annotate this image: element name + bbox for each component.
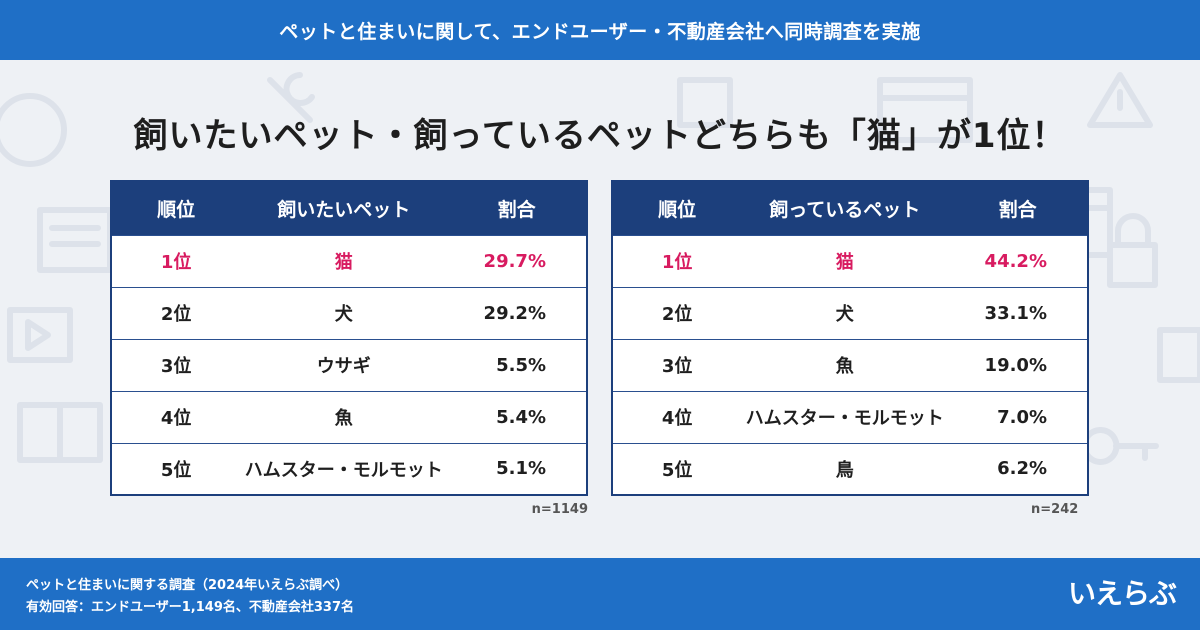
rank-cell: 5位	[612, 442, 742, 495]
rank-cell: 1位	[612, 234, 742, 287]
table-row: 2位 犬 33.1%	[612, 286, 1088, 339]
wanted-pets-table: 順位 飼いたいペット 割合 1位 猫 29.7% 2位 犬 29.2% 3位 ウ…	[110, 180, 588, 496]
rank-cell: 2位	[612, 286, 742, 339]
rank-cell: 1位	[111, 234, 241, 287]
percentage-cell: 19.0%	[948, 338, 1088, 391]
lock-icon	[1107, 213, 1158, 288]
sample-size-label: n=1149	[531, 502, 588, 517]
pet-cell: ハムスター・モルモット	[741, 390, 949, 443]
table-row: 3位 魚 19.0%	[612, 338, 1088, 391]
pet-cell: ハムスター・モルモット	[240, 442, 448, 495]
alert-icon	[1087, 72, 1153, 128]
wrench-icon	[267, 72, 315, 123]
table-row: 4位 ハムスター・モルモット 7.0%	[612, 390, 1088, 443]
phone-icon	[677, 77, 733, 128]
sample-size-label: n=242	[1031, 502, 1079, 517]
table-row: 2位 犬 29.2%	[111, 286, 587, 339]
percentage-cell: 5.4%	[447, 390, 587, 443]
rank-cell: 3位	[612, 338, 742, 391]
table-row: 1位 猫 29.7%	[111, 234, 587, 287]
pet-cell: 魚	[240, 390, 448, 443]
pet-cell: ウサギ	[240, 338, 448, 391]
table-row: 1位 猫 44.2%	[612, 234, 1088, 287]
rank-cell: 5位	[111, 442, 241, 495]
pet-cell: 鳥	[741, 442, 949, 495]
window-icon	[877, 77, 973, 143]
table-row: 4位 魚 5.4%	[111, 390, 587, 443]
valid-responses: 有効回答：エンドユーザー1,149名、不動産会社337名	[26, 600, 354, 615]
column-header-pet: 飼っているペット	[741, 181, 949, 235]
percentage-cell: 5.5%	[447, 338, 587, 391]
ierabu-logo: いえらぶ	[1067, 577, 1177, 610]
column-header-rank: 順位	[612, 181, 742, 235]
pet-cell: 猫	[741, 234, 949, 287]
table-row: 3位 ウサギ 5.5%	[111, 338, 587, 391]
header-title: ペットと住まいに関して、エンドユーザー・不動産会社へ同時調査を実施	[279, 20, 921, 43]
table-row: 5位 鳥 6.2%	[612, 442, 1088, 495]
pet-cell: 犬	[240, 286, 448, 339]
book-icon	[17, 402, 103, 463]
column-header-pet: 飼いたいペット	[240, 181, 448, 235]
owned-pets-table-block: 順位 飼っているペット 割合 1位 猫 44.2% 2位 犬 33.1% 3位 …	[611, 180, 1089, 517]
pet-cell: 魚	[741, 338, 949, 391]
document-icon	[37, 207, 113, 273]
folder-icon	[1157, 327, 1200, 383]
percentage-cell: 7.0%	[948, 390, 1088, 443]
wanted-pets-table-block: 順位 飼いたいペット 割合 1位 猫 29.7% 2位 犬 29.2% 3位 ウ…	[110, 180, 588, 517]
pet-cell: 猫	[240, 234, 448, 287]
video-icon	[7, 307, 73, 363]
survey-title: ペットと住まいに関する調査（2024年いえらぶ調べ）	[26, 578, 349, 593]
owned-pets-table: 順位 飼っているペット 割合 1位 猫 44.2% 2位 犬 33.1% 3位 …	[611, 180, 1089, 496]
rank-cell: 4位	[111, 390, 241, 443]
percentage-cell: 29.2%	[447, 286, 587, 339]
percentage-cell: 44.2%	[948, 234, 1088, 287]
percentage-cell: 33.1%	[948, 286, 1088, 339]
footer-banner: ペットと住まいに関する調査（2024年いえらぶ調べ） 有効回答：エンドユーザー1…	[0, 558, 1200, 630]
globe-icon	[0, 93, 67, 167]
header-banner: ペットと住まいに関して、エンドユーザー・不動産会社へ同時調査を実施	[0, 0, 1200, 60]
column-header-percentage: 割合	[447, 181, 587, 235]
percentage-cell: 5.1%	[447, 442, 587, 495]
key-icon	[1081, 427, 1159, 465]
rank-cell: 3位	[111, 338, 241, 391]
table-row: 5位 ハムスター・モルモット 5.1%	[111, 442, 587, 495]
rank-cell: 2位	[111, 286, 241, 339]
percentage-cell: 6.2%	[948, 442, 1088, 495]
headline: 飼いたいペット・飼っているペットどちらも「猫」が1位！	[133, 116, 1067, 156]
percentage-cell: 29.7%	[447, 234, 587, 287]
pet-cell: 犬	[741, 286, 949, 339]
column-header-rank: 順位	[111, 181, 241, 235]
rank-cell: 4位	[612, 390, 742, 443]
column-header-percentage: 割合	[948, 181, 1088, 235]
